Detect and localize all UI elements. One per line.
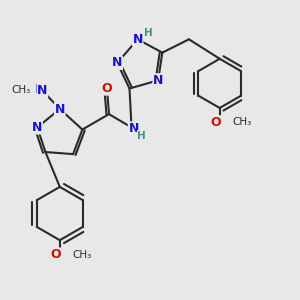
Text: O: O: [50, 248, 61, 261]
Text: N: N: [133, 33, 143, 46]
Text: N: N: [128, 122, 139, 135]
Text: O: O: [210, 116, 221, 129]
Text: N: N: [55, 103, 65, 116]
Text: N: N: [32, 121, 42, 134]
Text: H: H: [137, 131, 146, 141]
Text: N: N: [35, 83, 46, 96]
Text: O: O: [102, 82, 112, 95]
Text: CH₃: CH₃: [232, 117, 251, 127]
Text: CH₃: CH₃: [72, 250, 92, 260]
Text: N: N: [112, 56, 122, 69]
Text: H: H: [144, 28, 152, 38]
Text: N: N: [37, 84, 48, 97]
Text: CH₃: CH₃: [12, 85, 31, 94]
Text: N: N: [153, 74, 164, 87]
